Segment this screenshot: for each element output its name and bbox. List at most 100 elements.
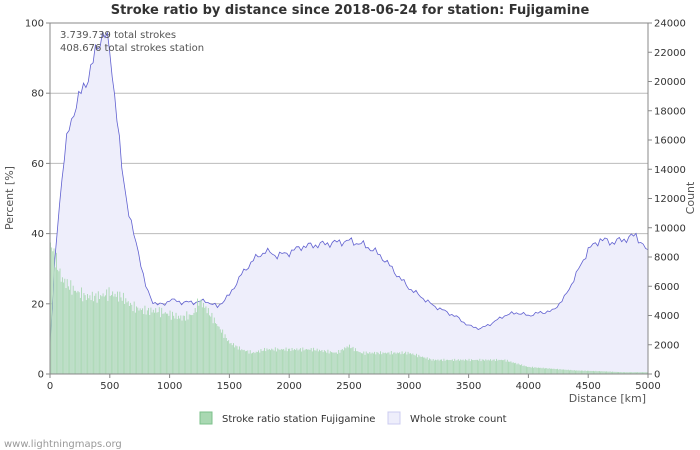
ratio-bar-195: [283, 349, 285, 374]
ratio-bar-66: [128, 305, 130, 374]
ratio-bar-209: [299, 348, 301, 374]
ratio-bar-345: [462, 359, 464, 374]
ratio-bar-396: [523, 365, 525, 374]
ratio-bar-387: [512, 362, 514, 374]
ratio-bar-485: [630, 372, 631, 374]
ratio-bar-383: [508, 361, 509, 374]
ratio-bar-426: [559, 368, 561, 374]
ratio-bar-95: [163, 313, 165, 374]
ratio-bar-388: [514, 363, 515, 374]
ratio-bar-456: [595, 370, 597, 374]
ratio-bar-46: [105, 295, 106, 374]
ratio-bar-266: [368, 353, 370, 374]
ratio-bar-420: [552, 368, 554, 374]
ratio-bar-28: [83, 293, 85, 374]
ratio-bar-60: [121, 300, 123, 374]
ratio-bar-183: [268, 349, 270, 374]
ratio-bar-9: [60, 281, 62, 374]
ratio-bar-86: [152, 309, 154, 374]
y-left-tick-label-0: 0: [38, 370, 44, 381]
ratio-bar-14: [66, 279, 68, 374]
ratio-bar-488: [633, 372, 635, 374]
ratio-bar-348: [466, 360, 468, 374]
ratio-bar-445: [582, 370, 584, 374]
ratio-bar-353: [472, 360, 474, 374]
ratio-bar-312: [423, 357, 425, 374]
ratio-bar-380: [504, 359, 506, 374]
ratio-bar-153: [232, 343, 234, 374]
ratio-bar-58: [119, 291, 121, 374]
ratio-bar-189: [276, 351, 277, 374]
ratio-bar-415: [546, 368, 548, 374]
ratio-bar-103: [173, 315, 175, 374]
ratio-bar-355: [474, 359, 476, 374]
ratio-bar-24: [78, 292, 80, 374]
ratio-bar-428: [561, 369, 563, 374]
y-left-tick-label-60: 60: [31, 159, 44, 170]
ratio-bar-112: [183, 315, 185, 374]
ratio-bar-306: [415, 353, 417, 374]
ratio-bar-202: [291, 347, 293, 374]
ratio-bar-377: [500, 359, 502, 374]
ratio-bar-87: [154, 312, 155, 374]
ratio-bar-7: [58, 271, 60, 374]
ratio-bar-98: [167, 313, 169, 374]
ratio-bar-329: [443, 358, 445, 374]
x-axis-label: Distance [km]: [569, 392, 646, 405]
ratio-bar-417: [548, 368, 550, 374]
ratio-bar-465: [606, 371, 608, 374]
ratio-bar-425: [558, 369, 560, 374]
ratio-bar-410: [540, 367, 542, 374]
ratio-bar-110: [181, 320, 183, 374]
ratio-bar-74: [138, 310, 140, 374]
ratio-bar-62: [124, 303, 126, 374]
ratio-bar-330: [444, 360, 446, 374]
ratio-bar-80: [145, 314, 147, 374]
ratio-bar-334: [449, 359, 451, 374]
ratio-bar-294: [401, 351, 403, 374]
ratio-bar-23: [77, 290, 79, 374]
ratio-bar-109: [180, 315, 182, 374]
ratio-bar-494: [640, 372, 642, 374]
ratio-bar-69: [132, 311, 134, 374]
ratio-bar-44: [102, 293, 104, 374]
ratio-bar-360: [480, 361, 482, 374]
ratio-bar-486: [631, 372, 633, 374]
x-tick-label-0: 0: [47, 381, 53, 392]
ratio-bar-256: [356, 351, 358, 374]
ratio-bar-91: [158, 307, 160, 374]
ratio-bar-467: [608, 371, 610, 374]
ratio-bar-375: [498, 359, 500, 374]
ratio-bar-100: [169, 310, 171, 374]
ratio-bar-432: [566, 369, 568, 374]
ratio-bar-207: [297, 350, 299, 374]
ratio-bar-125: [199, 300, 201, 374]
ratio-bar-123: [197, 298, 199, 374]
ratio-bar-116: [188, 314, 190, 374]
ratio-bar-344: [461, 360, 463, 374]
ratio-bar-214: [305, 349, 307, 374]
ratio-bar-291: [398, 353, 399, 374]
ratio-bar-93: [161, 307, 163, 374]
ratio-bar-126: [200, 299, 202, 374]
ratio-bar-145: [223, 337, 225, 374]
ratio-bar-247: [345, 348, 347, 374]
ratio-bar-212: [303, 350, 305, 374]
ratio-bar-299: [407, 351, 409, 374]
ratio-bar-206: [296, 348, 298, 374]
ratio-bar-175: [259, 352, 261, 374]
ratio-bar-208: [298, 349, 300, 374]
ratio-bar-130: [205, 306, 207, 374]
ratio-bar-336: [451, 359, 453, 374]
ratio-bar-490: [636, 372, 637, 374]
ratio-bar-132: [207, 308, 209, 374]
ratio-bar-304: [413, 354, 415, 374]
legend-swatch-count: [387, 411, 401, 425]
ratio-bars: [50, 242, 648, 374]
ratio-bar-493: [639, 372, 641, 374]
ratio-bar-122: [195, 312, 197, 374]
ratio-bar-403: [531, 366, 533, 374]
ratio-bar-285: [390, 351, 392, 374]
ratio-bar-187: [273, 350, 275, 374]
ratio-bar-481: [625, 372, 627, 374]
